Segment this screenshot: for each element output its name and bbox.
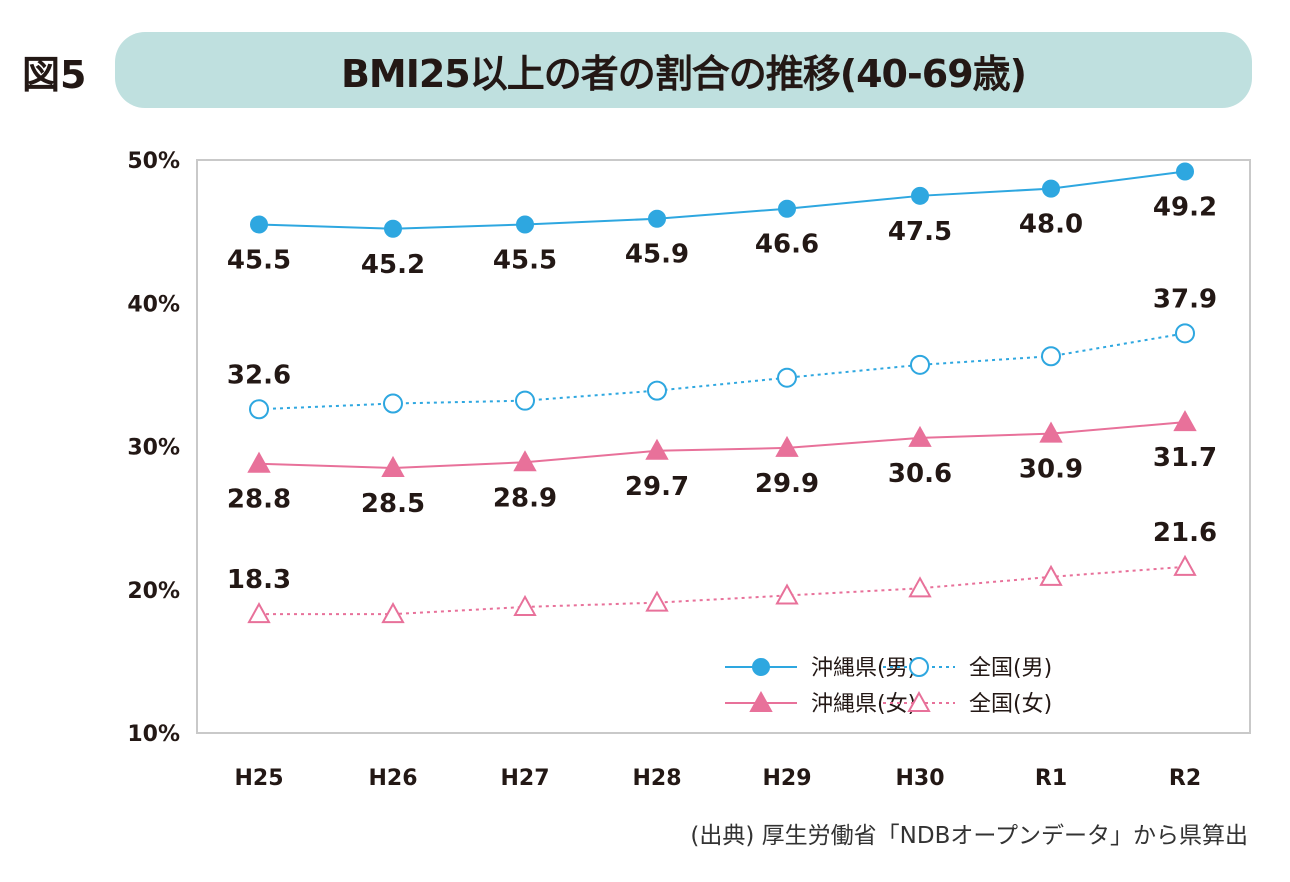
x-tick-label: H27 [500,766,549,791]
data-point [908,425,932,447]
data-label: 32.6 [227,360,291,390]
data-label: 45.5 [493,245,557,275]
data-point [910,354,930,375]
data-point [249,399,269,420]
data-label: 28.8 [227,485,291,515]
legend-marker [752,658,770,676]
x-tick-label: H28 [632,766,681,791]
plot-frame [196,159,1251,734]
legend-label: 全国(女) [969,692,1052,717]
x-tick-label: R1 [1035,766,1067,791]
data-point [1175,323,1195,344]
data-point [648,209,666,228]
source-note: (出典) 厚生労働省「NDBオープンデータ」から県算出 [690,823,1248,849]
legend-marker [907,690,931,712]
data-label: 45.9 [625,240,689,270]
data-label: 45.5 [227,245,291,275]
data-point [775,435,799,457]
x-tick-label: H26 [368,766,417,791]
data-point [381,455,405,477]
data-label: 29.7 [625,472,689,502]
data-label: 47.5 [888,217,952,247]
data-label: 48.0 [1019,210,1083,240]
y-tick-label: 10% [127,722,180,747]
data-point [1039,564,1063,586]
y-tick-label: 40% [127,292,180,317]
data-point [645,438,669,460]
data-point [381,602,405,624]
legend-marker [909,657,929,677]
data-label: 30.9 [1019,455,1083,485]
data-point [777,367,797,388]
data-point [516,215,534,234]
data-label: 21.6 [1153,518,1217,548]
x-tick-label: H30 [895,766,944,791]
y-tick-label: 50% [127,149,180,174]
title-banner: BMI25以上の者の割合の推移(40-69歳) [115,32,1252,108]
series-line [259,565,1186,616]
data-point [515,390,535,411]
x-tick-label: H29 [762,766,811,791]
data-label: 49.2 [1153,192,1217,222]
legend-label: 沖縄県(女) [811,692,916,717]
x-tick-label: R2 [1169,766,1201,791]
data-label: 37.9 [1153,284,1217,314]
data-point [1173,410,1197,432]
series-line [258,332,1186,411]
data-point [384,219,402,238]
data-point [1173,554,1197,576]
figure-label: 図5 [22,53,87,97]
data-point [247,602,271,624]
data-point [247,451,271,473]
data-point [908,576,932,598]
data-label: 31.7 [1153,443,1217,473]
data-label: 18.3 [227,565,291,595]
data-label: 28.5 [361,489,425,519]
x-tick-label: H25 [234,766,283,791]
y-tick-label: 20% [127,579,180,604]
data-point [513,594,537,616]
data-point [383,393,403,414]
chart-title: BMI25以上の者の割合の推移(40-69歳) [340,51,1027,96]
data-point [1041,346,1061,367]
data-point [1039,421,1063,443]
data-label: 29.9 [755,469,819,499]
data-label: 30.6 [888,459,952,489]
data-point [1176,162,1194,181]
y-tick-label: 30% [127,436,180,461]
data-point [513,450,537,472]
data-point [911,186,929,205]
data-label: 45.2 [361,250,425,280]
data-point [647,380,667,401]
legend-label: 沖縄県(男) [811,656,916,681]
data-point [778,199,796,218]
legend-marker [749,690,773,712]
series-line [258,421,1186,469]
data-label: 28.9 [493,483,557,513]
data-label: 46.6 [755,230,819,260]
data-point [250,215,268,234]
data-point [645,590,669,612]
data-point [775,583,799,605]
data-point [1042,179,1060,198]
legend-label: 全国(男) [969,656,1052,681]
series-line [258,170,1186,230]
